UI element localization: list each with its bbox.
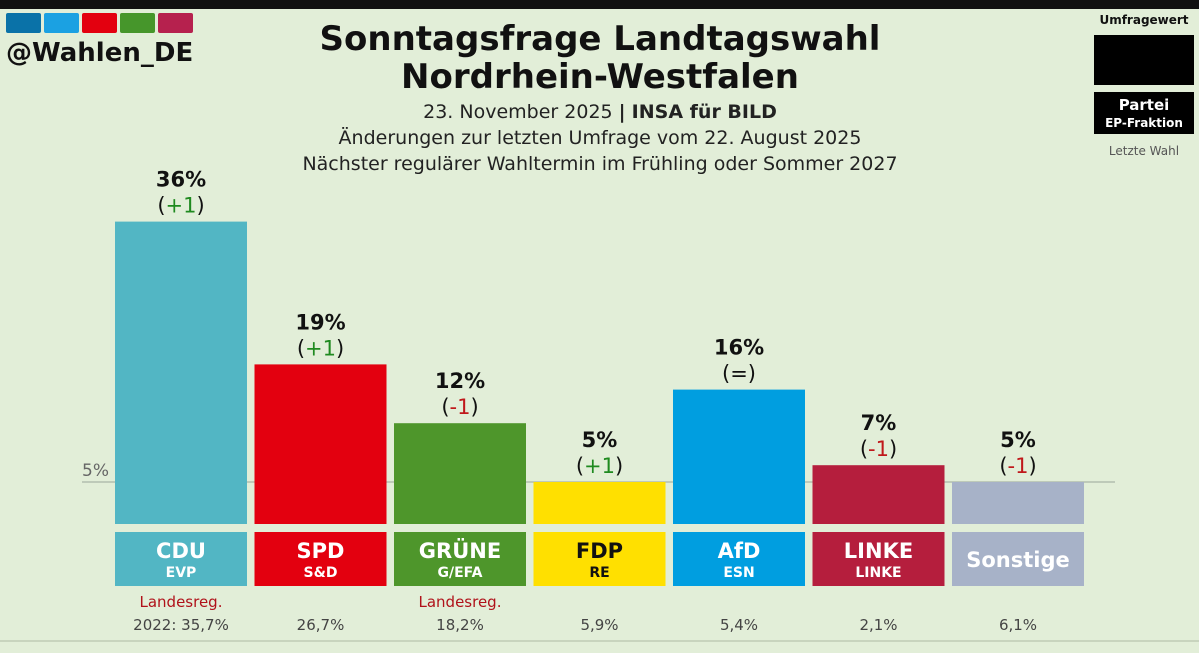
government-label: Landesreg.	[140, 593, 223, 611]
party-name: FDP	[576, 539, 623, 563]
separator: |	[618, 101, 626, 123]
bar-cdu	[115, 221, 247, 524]
next-election-note: Nächster regulärer Wahltermin im Frühlin…	[302, 153, 898, 175]
bar-fdp	[533, 482, 666, 524]
ep-group: LINKE	[855, 565, 901, 581]
change-label: (+1)	[576, 454, 623, 478]
legend-swatch	[1094, 35, 1194, 85]
last-election-value: 6,1%	[999, 616, 1037, 634]
ep-group: G/EFA	[438, 565, 483, 581]
legend-fraction-label: EP-Fraktion	[1105, 116, 1183, 130]
last-election-value: 2,1%	[859, 616, 897, 634]
change-label: (+1)	[297, 336, 344, 360]
party-name: GRÜNE	[419, 538, 501, 563]
top-bar	[0, 0, 1199, 9]
legend-last-election: Letzte Wahl	[1108, 144, 1180, 158]
government-label: Landesreg.	[419, 593, 502, 611]
change-label: (-1)	[860, 437, 897, 461]
change-label: (+1)	[157, 194, 204, 218]
poll-source: INSA für BILD	[631, 101, 777, 123]
party-box-fdp	[533, 532, 666, 586]
value-label: 5%	[1000, 428, 1036, 452]
logo-swatch-4	[120, 13, 155, 33]
logo-swatch-1	[6, 13, 41, 33]
bar-afd	[673, 389, 805, 524]
last-election-value: 5,4%	[720, 616, 758, 634]
last-election-value: 26,7%	[297, 616, 345, 634]
last-election-value: 2022: 35,7%	[133, 616, 229, 634]
party-name: AfD	[718, 539, 761, 563]
title-line-2: Nordrhein-Westfalen	[401, 57, 799, 97]
party-box-afd	[673, 532, 805, 586]
legend: Umfragewert Partei EP-Fraktion Letzte Wa…	[1094, 13, 1194, 158]
party-box-sonstige	[952, 532, 1084, 586]
account-handle: @Wahlen_DE	[6, 38, 194, 68]
ep-group: RE	[589, 565, 609, 581]
legend-title: Umfragewert	[1099, 13, 1189, 27]
bar-linke	[812, 465, 945, 524]
change-label: (=)	[722, 362, 756, 386]
value-label: 19%	[295, 310, 345, 334]
date-source-line: 23. November 2025 | INSA für BILD	[250, 99, 950, 125]
party-box-linke	[812, 532, 945, 586]
party-box-cdu	[115, 532, 247, 586]
party-name: CDU	[156, 539, 206, 563]
value-label: 12%	[435, 369, 485, 393]
logo-swatch-5	[158, 13, 193, 33]
threshold-label: 5%	[82, 461, 109, 481]
change-label: (-1)	[441, 395, 478, 419]
bar-grüne	[394, 423, 526, 524]
party-box-grüne	[394, 532, 526, 586]
logo-swatch-2	[44, 13, 79, 33]
value-label: 7%	[861, 411, 897, 435]
ep-group: EVP	[166, 565, 197, 581]
value-label: 5%	[582, 428, 618, 452]
ep-group: S&D	[304, 565, 338, 581]
value-label: 16%	[714, 336, 764, 360]
legend-party-box: Partei EP-Fraktion	[1094, 92, 1194, 134]
bar-spd	[254, 364, 387, 524]
party-box-spd	[254, 532, 387, 586]
subtitle: 23. November 2025 | INSA für BILD Änderu…	[250, 99, 950, 177]
logo-color-strip	[6, 13, 193, 33]
logo-swatch-3	[82, 13, 117, 33]
last-election-value: 18,2%	[436, 616, 484, 634]
page-title: Sonntagsfrage Landtagswahl Nordrhein-Wes…	[300, 20, 900, 96]
value-label: 36%	[156, 168, 206, 192]
ep-group: ESN	[723, 565, 754, 581]
last-election-value: 5,9%	[580, 616, 618, 634]
party-name: Sonstige	[966, 548, 1070, 572]
changes-note: Änderungen zur letzten Umfrage vom 22. A…	[338, 127, 862, 149]
change-label: (-1)	[999, 454, 1036, 478]
title-line-1: Sonntagsfrage Landtagswahl	[319, 19, 881, 59]
party-name: LINKE	[844, 539, 913, 563]
bar-sonstige	[952, 482, 1084, 524]
poll-date: 23. November 2025	[423, 101, 613, 123]
footer-line	[0, 640, 1199, 642]
party-name: SPD	[297, 539, 345, 563]
legend-party-label: Partei	[1118, 96, 1170, 114]
